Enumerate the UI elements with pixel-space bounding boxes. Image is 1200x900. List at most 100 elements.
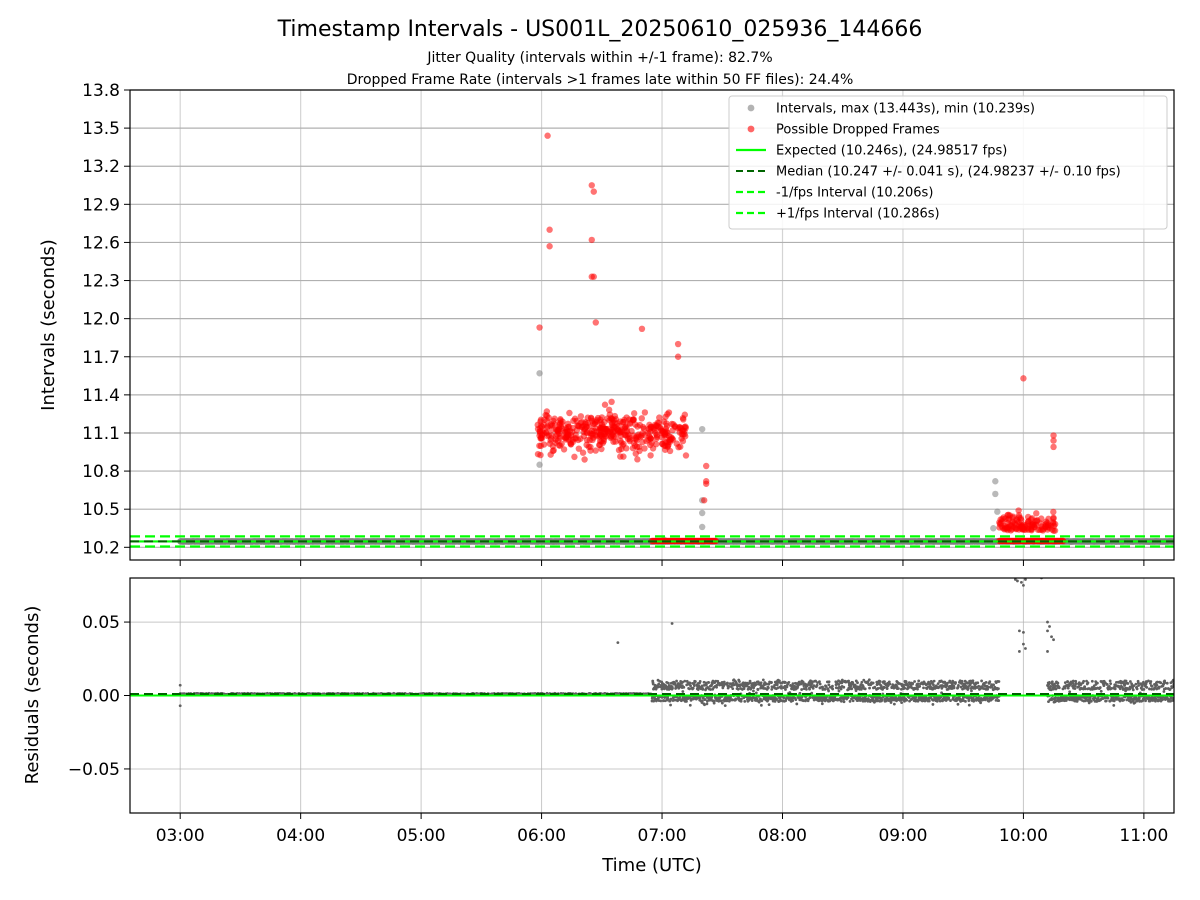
dropped-frame-point: [615, 446, 623, 454]
dropped-frame-point: [571, 453, 578, 461]
dropped-frame-point: [592, 447, 599, 454]
dropped-frame-point: [551, 415, 558, 422]
top-ytick-label: 10.8: [82, 462, 120, 482]
dropped-frame-point: [534, 421, 541, 429]
dropped-frame-point: [545, 414, 552, 421]
dropped-frame-point: [674, 353, 682, 360]
residual-point: [770, 680, 773, 684]
dropped-frame-point: [1020, 375, 1027, 382]
dropped-frame-point: [638, 415, 645, 422]
dropped-frame-point: [605, 425, 612, 433]
residual-point: [750, 699, 754, 702]
residual-point: [742, 687, 746, 691]
dropped-frame-point: [619, 442, 626, 449]
residual-point: [765, 682, 768, 686]
dropped-frame-point: [600, 438, 607, 445]
dropped-frame-point: [581, 456, 588, 463]
dropped-frame-point: [681, 411, 689, 418]
residual-point: [705, 702, 709, 706]
residual-point: [685, 683, 689, 687]
interval-point: [536, 370, 543, 377]
interval-point: [992, 478, 999, 485]
interval-point: [992, 490, 999, 498]
dropped-frame-point: [575, 445, 583, 452]
residual-point: [756, 688, 760, 691]
bottom-ytick-label: 0.05: [82, 613, 120, 633]
dropped-frame-point: [584, 414, 591, 421]
xtick-label: 07:00: [638, 826, 687, 846]
residual-point: [701, 687, 705, 691]
dropped-frame-point: [566, 409, 573, 417]
residual-point: [669, 697, 673, 701]
interval-point: [698, 523, 706, 531]
dropped-frame-point: [592, 319, 599, 326]
dropped-frame-point: [651, 421, 659, 429]
residual-point: [759, 681, 763, 685]
residual-point: [693, 680, 697, 683]
dropped-frame-point: [641, 445, 648, 452]
residual-point: [693, 684, 696, 688]
residual-point: [705, 683, 708, 687]
dropped-frame-point: [564, 428, 571, 435]
top-ytick-label: 12.9: [82, 195, 120, 215]
residual-point: [783, 680, 787, 684]
residual-point: [715, 685, 718, 689]
dropped-frame-point: [703, 480, 710, 487]
dropped-frame-point: [1033, 510, 1040, 517]
dropped-frame-point: [1024, 520, 1032, 527]
residual-point: [747, 698, 751, 702]
residual-point: [743, 699, 747, 703]
intervals-axes-frame: [129, 89, 1175, 561]
dropped-frame-point: [591, 420, 599, 428]
dropped-frame-point: [1028, 527, 1035, 534]
dropped-frame-point: [558, 440, 565, 447]
xtick-label: 05:00: [397, 826, 446, 846]
residual-point: [723, 704, 727, 708]
dropped-frame-point: [641, 409, 649, 416]
top-ytick-label: 12.0: [82, 310, 120, 330]
xtick-label: 06:00: [517, 826, 566, 846]
residual-point: [726, 681, 729, 685]
dropped-frame-point: [656, 414, 663, 421]
top-ytick-label: 12.3: [82, 272, 120, 292]
dropped-frame-point: [660, 418, 668, 425]
intervals-panel: 10.210.510.811.111.411.712.012.312.612.9…: [82, 81, 1175, 566]
residual-point: [683, 679, 687, 683]
residual-point: [681, 690, 685, 693]
interval-point: [990, 525, 997, 532]
residual-point: [710, 695, 714, 699]
residual-point: [779, 686, 783, 690]
dropped-frame-point: [634, 423, 641, 430]
top-ytick-label: 12.6: [82, 233, 120, 253]
residual-point: [755, 697, 759, 701]
dropped-frame-point: [626, 420, 634, 427]
residual-point: [800, 688, 804, 691]
residual-point: [719, 699, 723, 703]
top-ytick-label: 13.5: [82, 119, 120, 139]
dropped-frame-point: [666, 447, 674, 455]
top-ytick-label: 11.7: [82, 348, 120, 368]
residual-point: [770, 688, 774, 691]
dropped-frame-point: [589, 431, 596, 438]
dropped-frame-point: [674, 340, 682, 348]
dropped-frame-point: [641, 431, 649, 439]
dropped-frame-point: [1015, 518, 1022, 526]
interval-point: [536, 461, 543, 468]
residual-point: [778, 679, 781, 683]
residual-point: [666, 681, 670, 685]
dropped-frame-point: [572, 431, 579, 439]
residual-point: [761, 678, 765, 682]
residual-point: [673, 682, 677, 685]
residual-point: [766, 686, 770, 690]
residual-point: [671, 686, 674, 690]
dropped-frame-point: [537, 451, 544, 459]
chart-title: Timestamp Intervals - US001L_20250610_02…: [277, 17, 923, 42]
residuals-plot-area: [130, 578, 1174, 708]
dropped-frame-point: [540, 429, 547, 437]
dropped-frame-point: [630, 410, 638, 417]
residual-point: [795, 702, 799, 706]
dropped-frame-point: [1048, 526, 1056, 533]
residual-point: [738, 680, 741, 683]
xtick-label: 03:00: [156, 826, 205, 846]
residual-point: [779, 698, 783, 702]
